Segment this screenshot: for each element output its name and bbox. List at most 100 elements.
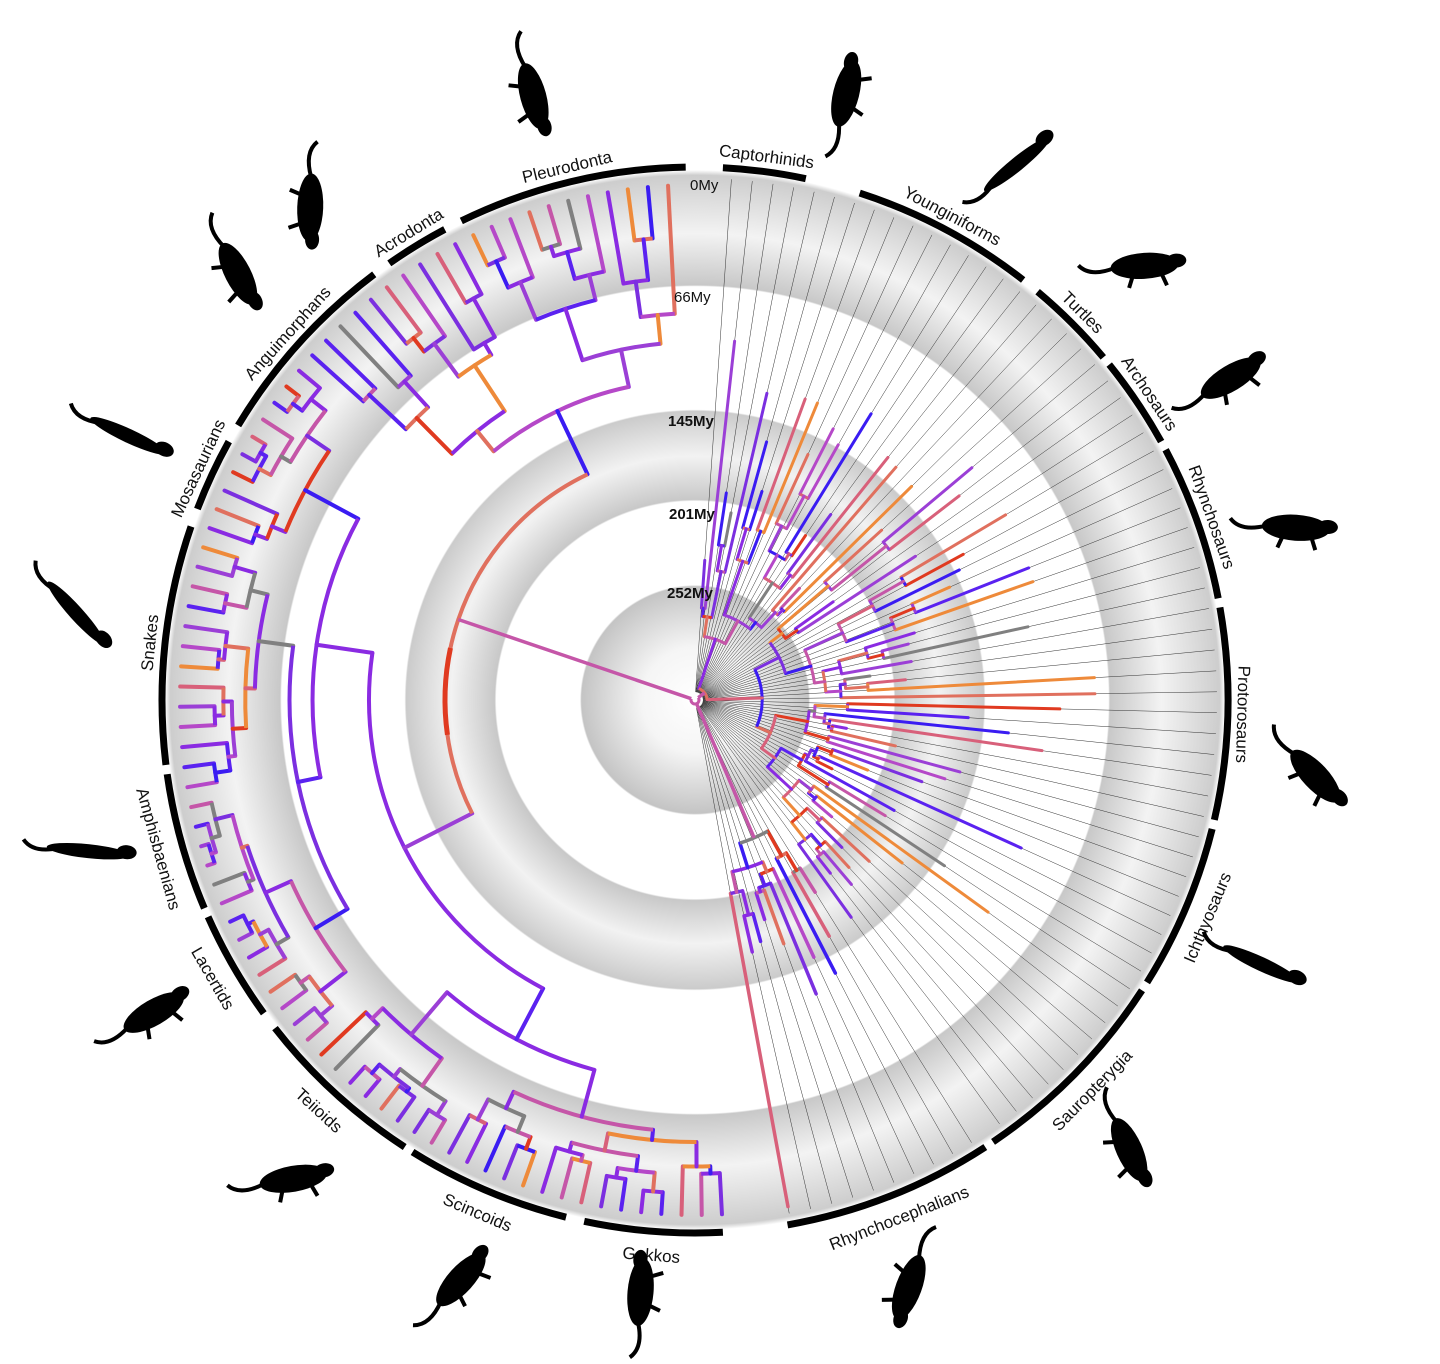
branch bbox=[563, 306, 585, 363]
tip-guide-line bbox=[700, 705, 1079, 1055]
branch bbox=[453, 242, 484, 297]
branch bbox=[651, 1170, 657, 1194]
branch bbox=[318, 1003, 335, 1018]
clade-bar bbox=[235, 271, 377, 428]
branch bbox=[702, 615, 709, 639]
branch bbox=[827, 734, 962, 774]
branch bbox=[904, 552, 965, 588]
branch bbox=[803, 631, 845, 652]
branch bbox=[774, 713, 810, 724]
branch bbox=[829, 753, 870, 772]
captorhinid-silhouette bbox=[824, 51, 872, 159]
branch bbox=[207, 526, 255, 546]
branch bbox=[475, 1097, 491, 1122]
branch bbox=[645, 185, 655, 241]
branch bbox=[882, 625, 1030, 660]
branch bbox=[414, 416, 454, 456]
branch bbox=[395, 1095, 417, 1123]
branch bbox=[844, 685, 870, 691]
branch bbox=[183, 624, 230, 635]
branch bbox=[844, 622, 895, 644]
branch bbox=[549, 244, 556, 259]
tip-guide-line bbox=[702, 567, 1200, 699]
iguana-silhouette bbox=[508, 30, 552, 137]
branch bbox=[489, 224, 507, 260]
branch bbox=[363, 1077, 382, 1098]
branch bbox=[880, 642, 910, 653]
branch-arc bbox=[739, 829, 769, 845]
branch bbox=[214, 507, 261, 528]
branch bbox=[826, 726, 834, 730]
skink-silhouette bbox=[412, 1244, 492, 1328]
branch bbox=[619, 347, 631, 389]
branch bbox=[791, 455, 890, 579]
branch bbox=[815, 794, 904, 865]
branch bbox=[815, 855, 832, 875]
branch bbox=[868, 579, 905, 603]
branch bbox=[313, 906, 350, 931]
branch bbox=[391, 1067, 403, 1079]
branch bbox=[401, 273, 447, 339]
branch bbox=[602, 1131, 611, 1153]
branch bbox=[786, 513, 833, 575]
archosaur-silhouette bbox=[1170, 351, 1266, 411]
branch bbox=[822, 850, 853, 886]
branch bbox=[585, 194, 606, 274]
branch bbox=[741, 440, 769, 530]
branch bbox=[471, 296, 497, 339]
branch bbox=[201, 545, 240, 560]
branch bbox=[195, 564, 235, 578]
branch bbox=[370, 1062, 382, 1076]
branch bbox=[797, 842, 853, 919]
tip-guide-line bbox=[702, 701, 1204, 817]
branch bbox=[348, 1064, 367, 1085]
clade-label: Protorosaurs bbox=[1232, 665, 1254, 763]
squamate-root-arc bbox=[442, 647, 453, 736]
branch bbox=[314, 642, 375, 655]
branch bbox=[839, 692, 1097, 700]
branch bbox=[655, 313, 663, 346]
branch bbox=[257, 956, 288, 977]
branch bbox=[910, 585, 952, 606]
branch bbox=[579, 1067, 597, 1119]
tip-guide-line bbox=[702, 702, 1179, 897]
branch bbox=[555, 409, 590, 477]
branch bbox=[518, 280, 539, 322]
teiid-silhouette bbox=[226, 1163, 335, 1203]
branch bbox=[579, 1153, 585, 1163]
branch bbox=[755, 725, 772, 735]
branch bbox=[881, 466, 974, 544]
branch bbox=[546, 204, 562, 247]
amphisbaenian-silhouette bbox=[21, 838, 137, 860]
branch bbox=[730, 869, 739, 894]
tip-guide-line bbox=[700, 318, 1052, 695]
branch bbox=[785, 494, 806, 531]
branch bbox=[703, 339, 737, 610]
branch bbox=[825, 740, 947, 781]
branch bbox=[846, 702, 1062, 711]
branch bbox=[230, 725, 249, 731]
branch bbox=[774, 452, 810, 526]
branch bbox=[699, 558, 707, 610]
branch bbox=[805, 806, 822, 822]
root-branch bbox=[697, 691, 706, 700]
monitor-silhouette bbox=[208, 211, 263, 311]
clade-bar bbox=[459, 163, 686, 225]
branch bbox=[866, 676, 1096, 692]
branch bbox=[830, 544, 888, 592]
branch bbox=[887, 494, 961, 552]
branch bbox=[269, 524, 288, 534]
branch bbox=[705, 696, 764, 702]
time-scale: 0My 66My 145My 201My 252My bbox=[667, 177, 719, 602]
clade-bar bbox=[991, 988, 1145, 1145]
tip-guide-line bbox=[696, 707, 811, 1210]
branch bbox=[566, 198, 583, 251]
branch bbox=[722, 559, 745, 617]
branch bbox=[472, 363, 507, 414]
branch bbox=[666, 183, 677, 316]
branch bbox=[256, 639, 296, 648]
branch bbox=[305, 1020, 329, 1042]
branch bbox=[824, 785, 946, 868]
branch bbox=[250, 434, 268, 447]
branch bbox=[521, 1149, 537, 1188]
